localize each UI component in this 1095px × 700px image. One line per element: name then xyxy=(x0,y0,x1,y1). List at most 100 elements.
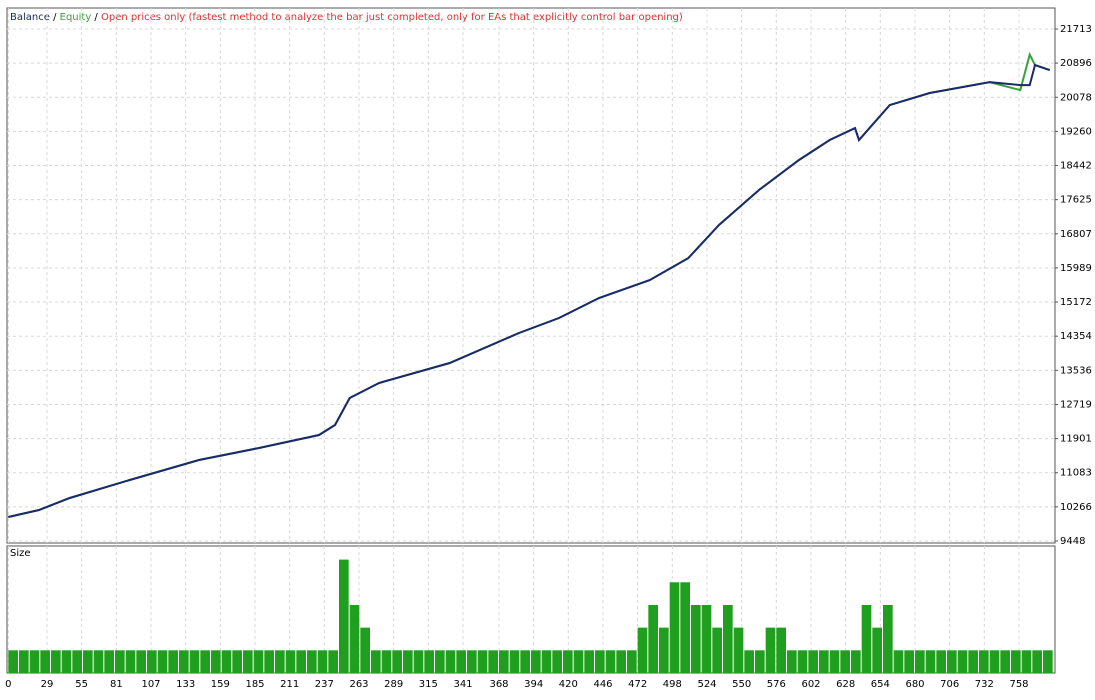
x-tick-label: 133 xyxy=(176,679,195,690)
size-bar xyxy=(29,650,40,673)
size-bar xyxy=(200,650,210,673)
size-bar xyxy=(723,604,733,673)
size-bar xyxy=(93,650,104,673)
size-title: Size xyxy=(10,548,31,559)
size-bar xyxy=(456,650,466,673)
size-bar xyxy=(61,650,72,673)
size-bar xyxy=(552,650,562,673)
x-tick-label: 576 xyxy=(767,679,786,690)
y-tick-label: 16807 xyxy=(1060,229,1092,240)
size-bar xyxy=(1000,650,1010,673)
x-tick-label: 368 xyxy=(489,679,508,690)
size-bar xyxy=(445,650,456,673)
legend-equity: Equity xyxy=(60,12,92,23)
x-tick-label: 420 xyxy=(559,679,578,690)
size-bar xyxy=(157,650,168,673)
x-tick-label: 263 xyxy=(349,679,368,690)
x-tick-label: 289 xyxy=(384,679,403,690)
size-bar xyxy=(403,650,413,673)
size-bar xyxy=(477,650,488,673)
size-bar xyxy=(936,650,946,673)
y-tick-label: 14354 xyxy=(1060,331,1092,342)
x-tick-label: 237 xyxy=(315,679,334,690)
x-tick-label: 628 xyxy=(836,679,855,690)
size-bar xyxy=(72,650,82,673)
size-bar xyxy=(765,627,776,673)
size-bar xyxy=(648,604,658,673)
size-bar xyxy=(691,604,701,673)
size-bar xyxy=(1032,650,1042,673)
x-tick-label: 185 xyxy=(245,679,264,690)
size-bar xyxy=(328,650,338,673)
size-bar xyxy=(1021,650,1032,673)
size-bar xyxy=(563,650,573,673)
y-tick-label: 11083 xyxy=(1060,468,1092,479)
size-bar xyxy=(381,650,392,673)
size-bar xyxy=(125,650,136,673)
x-tick-label: 394 xyxy=(524,679,543,690)
size-bar xyxy=(51,650,61,673)
x-tick-label: 550 xyxy=(732,679,751,690)
size-bar xyxy=(904,650,914,673)
size-bar xyxy=(104,650,114,673)
size-bar xyxy=(808,650,818,673)
y-tick-label: 18442 xyxy=(1060,161,1092,172)
size-bar xyxy=(947,650,957,673)
x-tick-label: 498 xyxy=(663,679,682,690)
y-tick-label: 15172 xyxy=(1060,297,1092,308)
size-bar xyxy=(840,650,850,673)
size-bar xyxy=(797,650,808,673)
size-bar xyxy=(371,650,381,673)
size-bar xyxy=(819,650,829,673)
size-bar xyxy=(307,650,317,673)
y-tick-label: 19260 xyxy=(1060,126,1092,137)
size-bar xyxy=(531,650,541,673)
size-bar xyxy=(733,627,744,673)
size-bar xyxy=(520,650,530,673)
size-bar xyxy=(659,627,669,673)
size-bar xyxy=(851,650,861,673)
size-bar xyxy=(989,650,1000,673)
x-tick-label: 81 xyxy=(110,679,123,690)
size-bar xyxy=(392,650,402,673)
x-tick-label: 680 xyxy=(905,679,924,690)
x-tick-label: 654 xyxy=(871,679,890,690)
main-panel xyxy=(6,7,1056,544)
size-bar xyxy=(701,604,712,673)
size-bar xyxy=(541,650,552,673)
x-tick-label: 211 xyxy=(280,679,299,690)
y-tick-label: 15989 xyxy=(1060,263,1092,274)
size-bar xyxy=(872,627,882,673)
size-bar xyxy=(296,650,306,673)
size-bar xyxy=(413,650,424,673)
x-tick-label: 472 xyxy=(628,679,647,690)
size-bar xyxy=(264,650,274,673)
size-bar xyxy=(680,582,690,673)
size-bar xyxy=(232,650,242,673)
x-tick-label: 706 xyxy=(940,679,959,690)
y-tick-label: 13536 xyxy=(1060,365,1092,376)
size-bar xyxy=(189,650,200,673)
y-tick-label: 21713 xyxy=(1060,24,1092,35)
size-bar xyxy=(787,650,797,673)
x-tick-label: 341 xyxy=(453,679,472,690)
size-bar xyxy=(584,650,594,673)
size-bar xyxy=(488,650,498,673)
y-tick-label: 11901 xyxy=(1060,434,1092,445)
y-tick-label: 10266 xyxy=(1060,502,1092,513)
size-bar xyxy=(1043,650,1053,673)
size-bar xyxy=(776,627,786,673)
size-bar xyxy=(669,582,680,673)
size-bar xyxy=(349,604,360,673)
size-bar xyxy=(509,650,520,673)
size-bar xyxy=(136,650,146,673)
x-tick-label: 732 xyxy=(975,679,994,690)
x-tick-label: 524 xyxy=(697,679,716,690)
size-bar xyxy=(1011,650,1021,673)
size-bar xyxy=(275,650,285,673)
size-bar xyxy=(40,650,50,673)
size-bar xyxy=(637,627,648,673)
size-bar xyxy=(755,650,765,673)
y-tick-label: 20896 xyxy=(1060,58,1092,69)
